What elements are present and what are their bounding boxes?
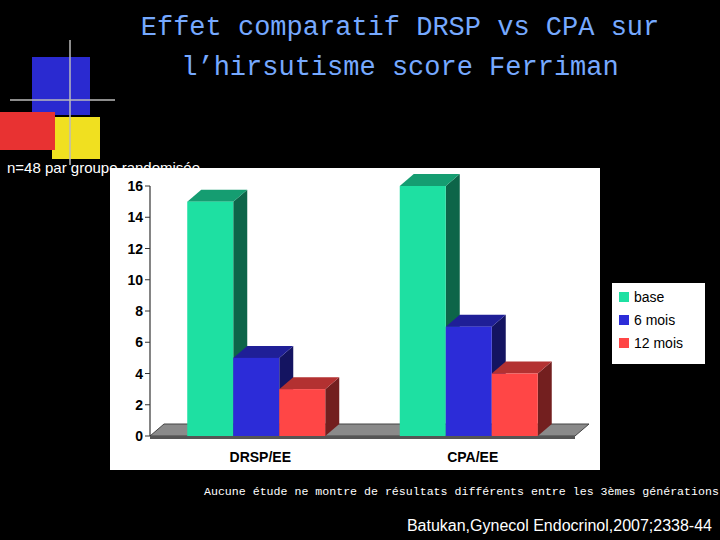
y-tick-label: 4 bbox=[135, 366, 143, 382]
x-tick-label: CPA/EE bbox=[447, 449, 498, 465]
bar-top bbox=[400, 174, 460, 186]
legend-swatch bbox=[619, 292, 629, 302]
y-tick bbox=[145, 373, 150, 374]
bar-top bbox=[279, 377, 339, 389]
decor bbox=[0, 112, 55, 150]
y-tick-label: 6 bbox=[135, 334, 143, 350]
bar-top bbox=[187, 190, 247, 202]
y-tick-label: 12 bbox=[127, 241, 143, 257]
legend-swatch bbox=[619, 315, 629, 325]
decor bbox=[10, 99, 115, 101]
source: Batukan,Gynecol Endocrinol,2007;2338-44 bbox=[407, 517, 712, 534]
bar bbox=[446, 327, 492, 436]
decor bbox=[52, 117, 100, 159]
annotation: Aucune étude ne montre de résultats diff… bbox=[204, 485, 719, 498]
y-tick-label: 16 bbox=[127, 178, 143, 194]
bar-top bbox=[492, 362, 552, 374]
y-tick-label: 2 bbox=[135, 397, 143, 413]
y-tick bbox=[145, 342, 150, 343]
title: Effet comparatif DRSP vs CPA sur l’hirsu… bbox=[120, 8, 680, 88]
y-tick bbox=[145, 186, 150, 187]
y-tick bbox=[145, 248, 150, 249]
x-tick-label: DRSP/EE bbox=[230, 449, 291, 465]
y-tick bbox=[145, 404, 150, 405]
y-tick bbox=[145, 217, 150, 218]
legend-label: 6 mois bbox=[634, 312, 675, 328]
decor bbox=[69, 40, 71, 165]
y-tick bbox=[145, 436, 150, 437]
plot-background bbox=[110, 168, 600, 470]
legend-label: 12 mois bbox=[634, 335, 683, 351]
bar-top bbox=[446, 315, 506, 327]
y-tick bbox=[145, 311, 150, 312]
bar bbox=[492, 374, 538, 437]
subtitle: n=48 par groupe randomisée bbox=[7, 159, 200, 176]
bar bbox=[233, 358, 279, 436]
y-tick-label: 0 bbox=[135, 428, 143, 444]
bars bbox=[187, 174, 552, 436]
y-tick-label: 14 bbox=[127, 209, 143, 225]
legend-swatch bbox=[619, 338, 629, 348]
bar bbox=[279, 389, 325, 436]
bar bbox=[400, 186, 446, 436]
bar-top bbox=[233, 346, 293, 358]
legend-box bbox=[612, 283, 705, 364]
y-tick-label: 10 bbox=[127, 272, 143, 288]
y-tick-label: 8 bbox=[135, 303, 143, 319]
decor bbox=[32, 57, 90, 115]
floor-edge bbox=[150, 436, 575, 439]
bar bbox=[187, 202, 233, 436]
y-tick bbox=[145, 279, 150, 280]
chart: n=48 par groupe randomisée 0 2 4 6 8 10 12 14 16 D… bbox=[0, 0, 720, 540]
bar-side bbox=[538, 362, 552, 437]
legend-label: base bbox=[634, 289, 665, 305]
